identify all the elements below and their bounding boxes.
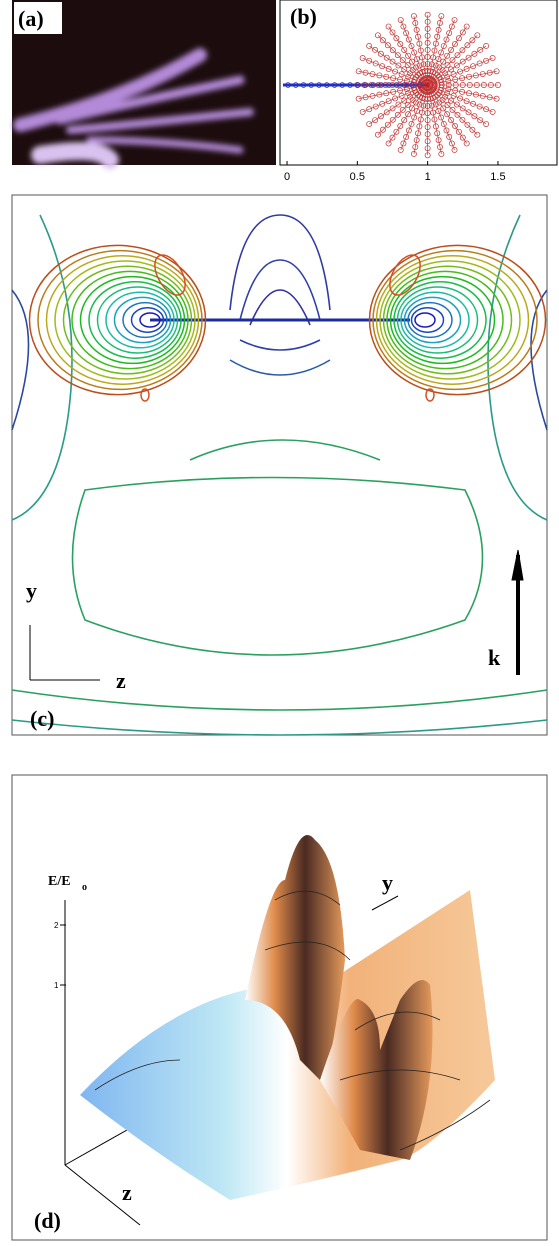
plot-frame: [12, 195, 547, 735]
axis-label: y: [26, 578, 37, 603]
figure: (a) (b) 0 0.5 1 1.5 y z: [0, 0, 559, 1246]
tick-label: 2: [54, 921, 59, 930]
x-tick-label: 1: [425, 171, 431, 183]
panel-b: (b) 0 0.5 1 1.5: [280, 0, 557, 183]
axis-label: E/E: [48, 874, 71, 889]
x-tick-label: 0: [284, 171, 290, 183]
panel-c: y z k (c): [12, 195, 547, 735]
axis-label: z: [116, 668, 126, 693]
panel-label: (b): [290, 4, 317, 29]
axis-label: z: [122, 1180, 132, 1205]
vector-label: k: [488, 645, 501, 670]
panel-label: (a): [18, 6, 44, 31]
panel-d: E/E o 2 1 y z (d): [12, 775, 547, 1240]
x-tick-label: 1.5: [490, 171, 505, 183]
tick-label: 1: [54, 981, 59, 990]
x-tick-label: 0.5: [350, 171, 365, 183]
axis-label-subscript: o: [82, 882, 87, 893]
panel-label: (c): [30, 706, 54, 731]
axis-label: y: [382, 870, 393, 895]
panel-a: (a): [12, 0, 276, 165]
panel-label: (d): [34, 1208, 61, 1233]
page: {"panels": [ {"label": "(a)"}, {"label":…: [0, 0, 559, 1246]
